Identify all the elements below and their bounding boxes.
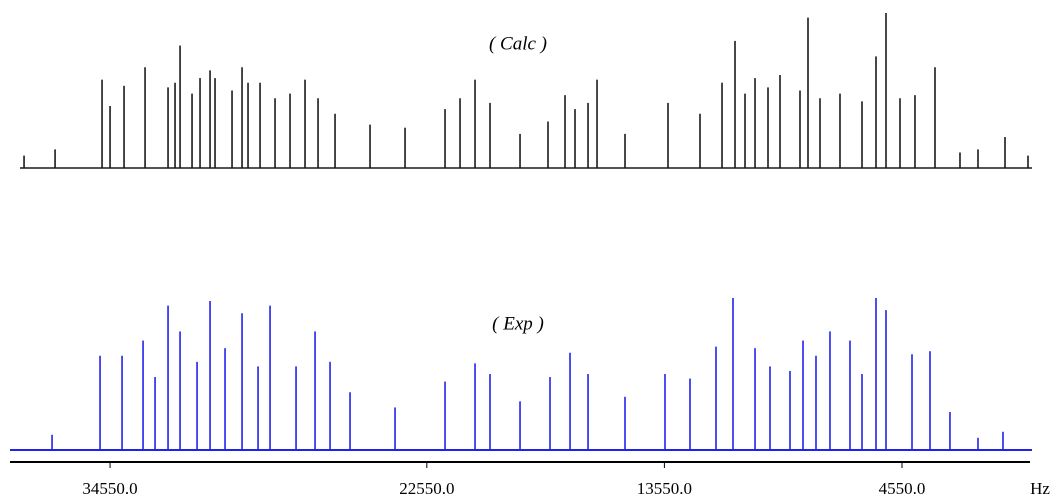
x-axis-label: Hz [1030,479,1050,498]
series-title: ( Calc ) [489,33,547,54]
series-title: ( Exp ) [492,313,544,334]
x-tick-label: 4550.0 [879,479,926,498]
x-tick-label: 34550.0 [82,479,137,498]
x-tick-label: 13550.0 [637,479,692,498]
x-tick-label: 22550.0 [399,479,454,498]
